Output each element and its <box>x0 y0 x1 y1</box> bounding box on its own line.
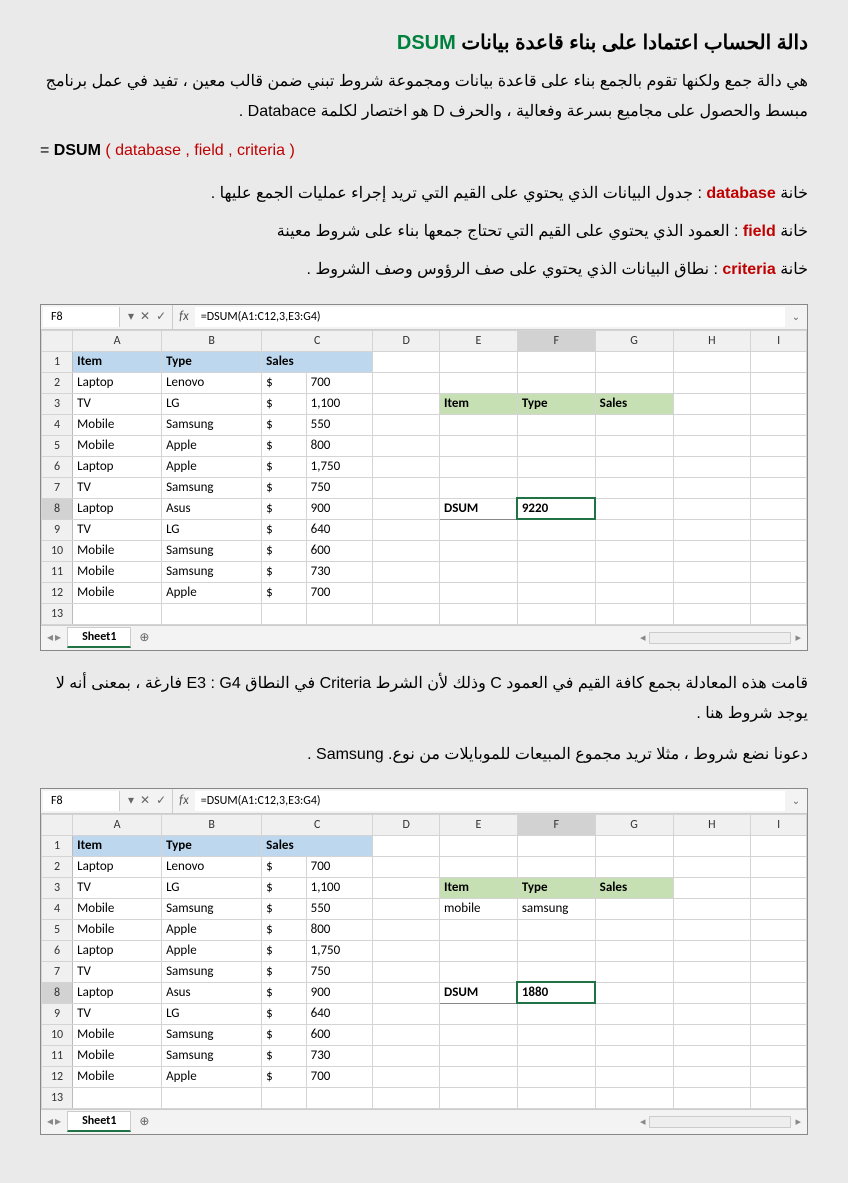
dsum-result-2[interactable]: 1880 <box>517 982 595 1003</box>
fx-icons: ▾ ✕ ✓ <box>122 789 173 813</box>
excel-screenshot-2: F8 ▾ ✕ ✓ fx =DSUM(A1:C12,3,E3:G4) ⌄ A B … <box>40 788 808 1135</box>
col-headers: A B C D E F G H I <box>42 330 807 351</box>
sheet-tab[interactable]: Sheet1 <box>67 1111 131 1132</box>
formula-syntax: = DSUM ( database , field , criteria ) <box>40 142 808 160</box>
explanation-paragraph-2: دعونا نضع شروط ، مثلا تريد مجموع المبيعا… <box>40 740 808 770</box>
cancel-icon[interactable]: ✕ <box>140 309 150 324</box>
nav-next-icon[interactable]: ▸ <box>55 1114 61 1129</box>
formula-input[interactable]: =DSUM(A1:C12,3,E3:G4) <box>195 307 785 327</box>
dsum-result-1[interactable]: 9220 <box>517 498 595 519</box>
excel-screenshot-1: F8 ▾ ✕ ✓ fx =DSUM(A1:C12,3,E3:G4) ⌄ A B … <box>40 304 808 651</box>
nav-prev-icon[interactable]: ◂ <box>47 1114 53 1129</box>
dropdown-icon[interactable]: ▾ <box>128 309 134 324</box>
scroll-right-icon[interactable]: ▸ <box>795 631 801 644</box>
sheet-tabs: ◂▸ Sheet1 ⊕ ◂▸ <box>41 1109 807 1134</box>
title-accent: DSUM <box>397 32 456 54</box>
def-criteria: خانة criteria : نطاق البيانات الذي يحتوي… <box>40 254 808 286</box>
name-box[interactable]: F8 <box>43 791 120 811</box>
name-box[interactable]: F8 <box>43 307 120 327</box>
scroll-left-icon[interactable]: ◂ <box>640 1115 646 1128</box>
def-field: خانة field : العمود الذي يحتوي على القيم… <box>40 216 808 248</box>
nav-next-icon[interactable]: ▸ <box>55 630 61 645</box>
expand-icon[interactable]: ⌄ <box>789 310 807 323</box>
nav-prev-icon[interactable]: ◂ <box>47 630 53 645</box>
add-sheet-icon[interactable]: ⊕ <box>131 630 157 645</box>
col-headers: A B C D E F G H I <box>42 814 807 835</box>
intro-paragraph: هي دالة جمع ولكنها تقوم بالجمع بناء على … <box>40 67 808 128</box>
fx-icons: ▾ ✕ ✓ <box>122 305 173 329</box>
dropdown-icon[interactable]: ▾ <box>128 793 134 808</box>
scrollbar[interactable] <box>649 1116 791 1128</box>
sheet-tabs: ◂▸ Sheet1 ⊕ ◂▸ <box>41 625 807 650</box>
dsum-label[interactable]: DSUM <box>440 498 518 519</box>
formula-name: DSUM <box>54 142 101 159</box>
add-sheet-icon[interactable]: ⊕ <box>131 1114 157 1129</box>
fx-icon[interactable]: fx <box>173 793 195 808</box>
formula-input[interactable]: =DSUM(A1:C12,3,E3:G4) <box>195 791 785 811</box>
sheet-tab[interactable]: Sheet1 <box>67 627 131 648</box>
scroll-left-icon[interactable]: ◂ <box>640 631 646 644</box>
explanation-paragraph-1: قامت هذه المعادلة بجمع كافة القيم في الع… <box>40 669 808 730</box>
formula-bar: F8 ▾ ✕ ✓ fx =DSUM(A1:C12,3,E3:G4) ⌄ <box>41 305 807 330</box>
enter-icon[interactable]: ✓ <box>156 309 166 324</box>
dsum-label[interactable]: DSUM <box>440 982 518 1003</box>
scroll-right-icon[interactable]: ▸ <box>795 1115 801 1128</box>
page-title: دالة الحساب اعتمادا على بناء قاعدة بيانا… <box>40 30 808 55</box>
spreadsheet-grid-1[interactable]: A B C D E F G H I 1ItemTypeSales 2Laptop… <box>41 330 807 625</box>
formula-args: ( database , field , criteria ) <box>105 142 294 159</box>
spreadsheet-grid-2[interactable]: A B C D E F G H I 1ItemTypeSales 2Laptop… <box>41 814 807 1109</box>
cancel-icon[interactable]: ✕ <box>140 793 150 808</box>
fx-icon[interactable]: fx <box>173 309 195 324</box>
enter-icon[interactable]: ✓ <box>156 793 166 808</box>
def-database: خانة database : جدول البيانات الذي يحتوي… <box>40 178 808 210</box>
title-text: دالة الحساب اعتمادا على بناء قاعدة بيانا… <box>461 32 808 54</box>
formula-eq: = <box>40 142 49 159</box>
scrollbar[interactable] <box>649 632 791 644</box>
formula-bar: F8 ▾ ✕ ✓ fx =DSUM(A1:C12,3,E3:G4) ⌄ <box>41 789 807 814</box>
expand-icon[interactable]: ⌄ <box>789 794 807 807</box>
